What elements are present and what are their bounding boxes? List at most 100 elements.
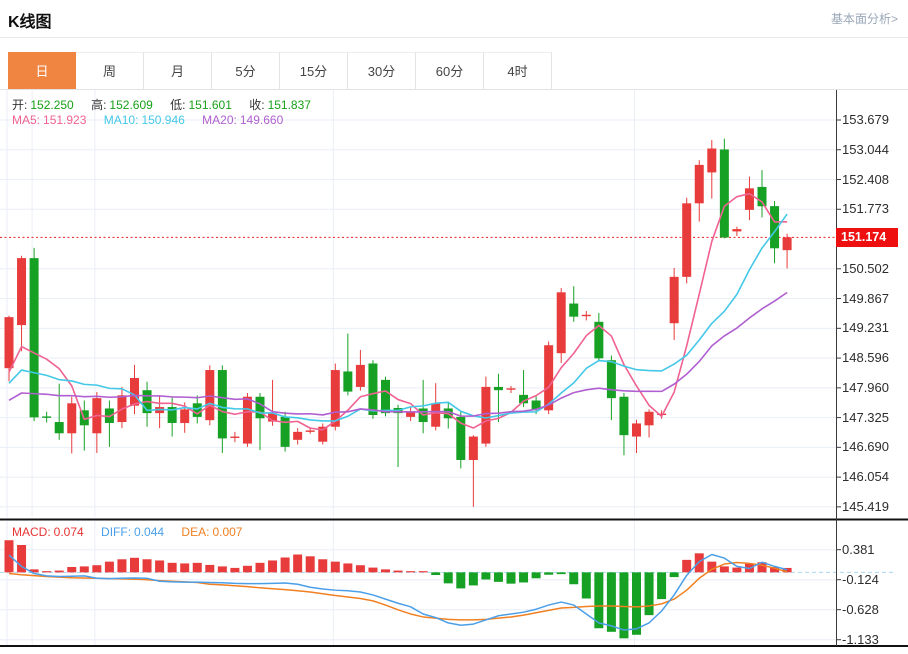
macd-bar: [343, 563, 353, 573]
chart-area[interactable]: 开: 152.250 高: 152.609 低: 151.601 收: 151.837 …: [0, 90, 908, 654]
macd-bar: [707, 561, 717, 573]
macd-axis-label: -0.124: [842, 571, 879, 587]
macd-bar: [657, 572, 667, 600]
macd-bar: [406, 571, 416, 573]
macd-bar: [581, 572, 591, 599]
macd-bar: [418, 571, 428, 573]
macd-bar: [29, 569, 39, 573]
price-axis-label: 147.325: [842, 409, 889, 425]
macd-bar: [719, 566, 729, 573]
candles-layer: [4, 138, 792, 507]
price-axis-label: 145.419: [842, 498, 889, 514]
candle-body: [29, 258, 39, 418]
macd-bar: [431, 572, 441, 576]
candle-body: [519, 394, 529, 404]
macd-bar: [42, 571, 52, 573]
candle-body: [732, 229, 742, 232]
macd-bar: [54, 570, 64, 573]
macd-bar: [456, 572, 466, 589]
candle-body: [493, 386, 503, 391]
candle-body: [205, 370, 215, 421]
macd-bar: [393, 570, 403, 573]
page-title: K线图: [8, 14, 52, 31]
macd-bar: [280, 557, 290, 573]
candle-body: [42, 416, 52, 418]
candle-body: [368, 363, 378, 416]
macd-bar: [556, 572, 566, 575]
tab-4hour[interactable]: 4时: [484, 52, 552, 89]
candle-body: [594, 321, 604, 359]
candle-body: [581, 314, 591, 317]
macd-bar: [368, 567, 378, 573]
candle-body: [268, 413, 278, 422]
tab-30min[interactable]: 30分: [348, 52, 416, 89]
macd-bar: [757, 562, 767, 573]
candle-body: [280, 416, 290, 447]
close-label: 收:: [249, 98, 265, 112]
tab-5min[interactable]: 5分: [212, 52, 280, 89]
ma-legend: MA5: 151.923 MA10: 150.946 MA20: 149.660: [12, 113, 286, 127]
macd-bar: [293, 554, 303, 573]
ma20-line: [8, 291, 788, 417]
ma20-value: 149.660: [239, 113, 284, 127]
macd-bar: [481, 572, 491, 580]
candle-body: [293, 431, 303, 440]
macd-hist-layer: [4, 540, 792, 639]
interval-tabbar: 日周月 5分 15分 30分 60分 4时: [0, 52, 908, 90]
macd-bar: [92, 565, 102, 573]
macd-bar: [230, 567, 240, 573]
candle-body: [657, 413, 667, 416]
candle-body: [180, 409, 190, 423]
tab-day[interactable]: 日: [8, 52, 76, 89]
tab-week[interactable]: 周: [76, 52, 144, 89]
open-label: 开:: [12, 98, 28, 112]
dea-value: 0.007: [212, 525, 243, 539]
tab-month[interactable]: 月: [144, 52, 212, 89]
macd-label: MACD:: [12, 525, 51, 539]
diff-value: 0.044: [134, 525, 165, 539]
macd-bar: [255, 562, 265, 573]
ma5-value: 151.923: [43, 113, 87, 127]
macd-legend: MACD: 0.074 DIFF: 0.044 DEA: 0.007: [12, 525, 245, 539]
macd-bar: [167, 562, 177, 573]
candle-body: [343, 371, 353, 392]
fundamental-analysis-link[interactable]: 基本面分析>: [830, 12, 898, 26]
ma10-line: [8, 213, 788, 422]
candle-body: [305, 430, 315, 432]
price-axis-label: 151.773: [842, 201, 889, 217]
candle-body: [468, 436, 478, 460]
macd-bar: [67, 566, 77, 573]
price-axis-label: 150.502: [842, 260, 889, 276]
price-axis-label: 146.054: [842, 469, 889, 485]
macd-bar: [519, 572, 529, 583]
bottom-axis-line: [0, 645, 908, 647]
price-axis-label: 153.044: [842, 141, 889, 157]
macd-bar: [330, 561, 340, 573]
candle-body: [770, 206, 780, 249]
macd-bar: [180, 563, 190, 573]
ma5-line: [8, 192, 788, 431]
candle-body: [782, 237, 792, 251]
macd-bar: [468, 572, 478, 586]
tab-60min[interactable]: 60分: [416, 52, 484, 89]
candle-body: [506, 388, 516, 390]
candle-body: [694, 164, 704, 204]
tab-15min[interactable]: 15分: [280, 52, 348, 89]
candle-body: [531, 400, 541, 410]
macd-bar: [644, 572, 654, 616]
candle-body: [619, 396, 629, 436]
candle-body: [217, 370, 227, 439]
macd-bar: [155, 560, 165, 573]
macd-bar: [242, 565, 252, 573]
candle-body: [556, 292, 566, 354]
candle-body: [707, 148, 717, 173]
macd-bar: [443, 572, 453, 584]
kline-chart-canvas[interactable]: [0, 90, 908, 654]
macd-bar: [17, 544, 27, 573]
candle-body: [632, 423, 641, 437]
macd-bar: [531, 572, 541, 579]
ohlc-legend: 开: 152.250 高: 152.609 低: 151.601 收: 151.837: [12, 96, 314, 113]
candle-body: [569, 303, 579, 317]
candle-body: [606, 360, 616, 399]
candle-body: [719, 149, 729, 238]
